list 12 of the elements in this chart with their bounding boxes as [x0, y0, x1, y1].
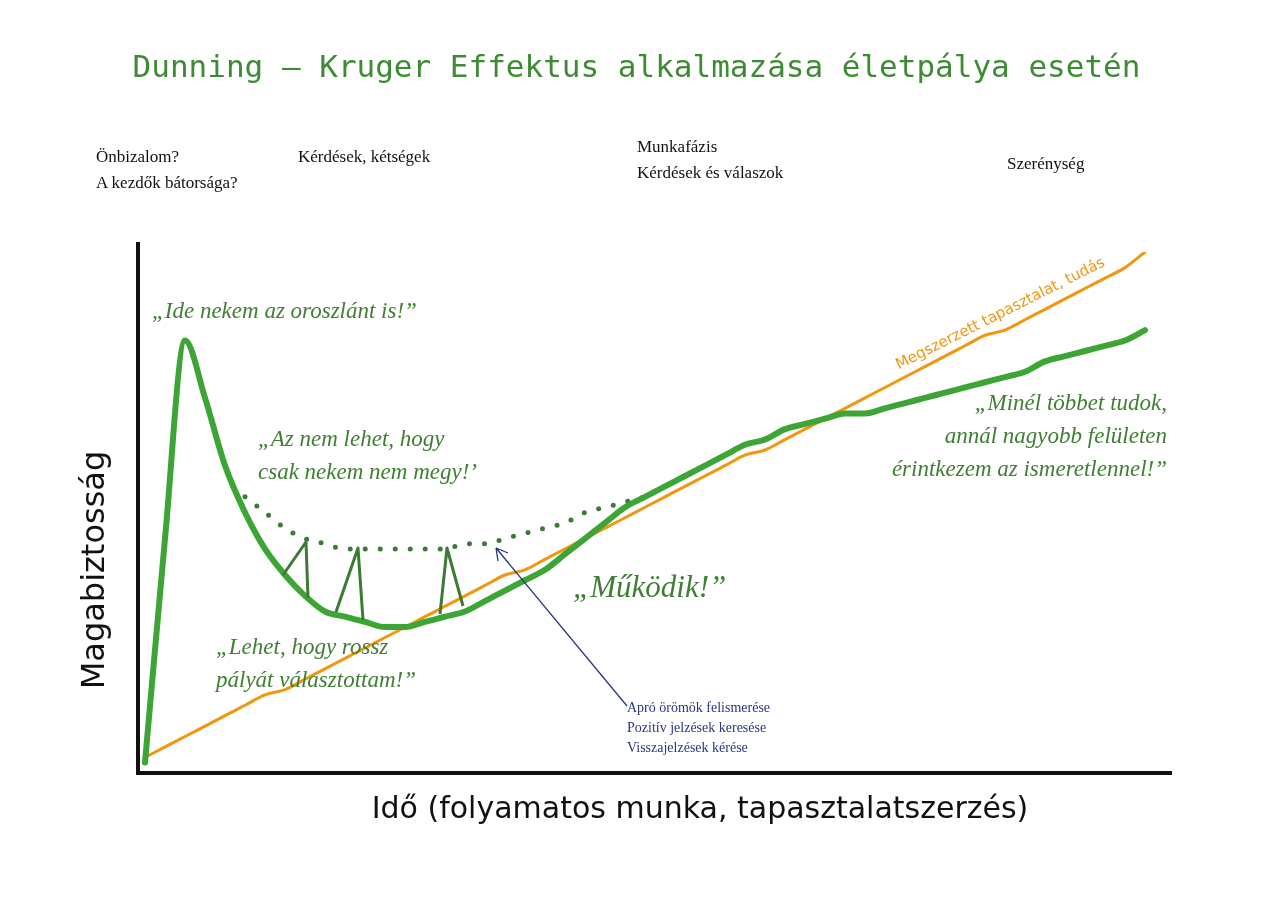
text: Kérdések, kétségek — [298, 146, 431, 168]
chart-title: Dunning – Kruger Effektus alkalmazása életpálya esetén — [131, 48, 1142, 84]
x-axis-title: Idő (folyamatos munka, tapasztalatszerzés) — [371, 790, 1029, 825]
text: Szerénység — [1007, 153, 1085, 175]
y-axis-title: Magabiztosság — [74, 450, 112, 690]
annotation: „Ide nekem az oroszlánt is!” — [152, 297, 417, 325]
annotation: Apró örömök felismerése Pozitív jelzések keresése Visszajelzések kérése — [627, 699, 771, 757]
annotation: „Az nem lehet, hogy csak nekem nem megy!’ — [258, 425, 478, 486]
annotation: „Működik!” — [573, 569, 727, 604]
text: Önbizalom? A kezdők bátorsága? — [96, 146, 238, 194]
annotation: „Minél többet tudok, annál nagyobb felületen érintkezem az ismeretlennel!” — [891, 389, 1167, 483]
text: Munkafázis Kérdések és válaszok — [637, 136, 784, 184]
